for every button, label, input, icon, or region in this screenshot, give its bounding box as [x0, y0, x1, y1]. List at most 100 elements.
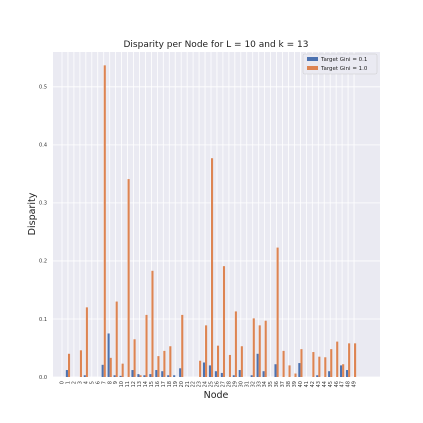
- bar-gini-0-1-node-15: [149, 374, 152, 377]
- bar-gini-1-0-node-45: [330, 349, 333, 377]
- x-tick-label: 8: [107, 381, 113, 384]
- x-tick-label: 21: [185, 381, 191, 387]
- x-tick-label: 24: [203, 381, 209, 387]
- x-tick-label: 16: [155, 381, 161, 387]
- x-tick-label: 27: [221, 381, 227, 387]
- x-tick-label: 40: [298, 381, 304, 387]
- bar-gini-1-0-node-18: [169, 346, 172, 377]
- x-tick-label: 3: [77, 381, 83, 384]
- y-tick-label: 0.0: [39, 375, 47, 381]
- x-tick-label: 34: [262, 381, 268, 387]
- bar-gini-0-1-node-12: [131, 370, 134, 377]
- bar-gini-1-0-node-32: [252, 318, 255, 377]
- x-tick-label: 0: [60, 381, 66, 384]
- x-tick-label: 29: [232, 381, 238, 387]
- bar-gini-1-0-node-39: [294, 373, 297, 377]
- bar-gini-0-1-node-40: [298, 363, 301, 377]
- x-tick-label: 26: [215, 381, 221, 387]
- bar-gini-0-1-node-20: [179, 368, 182, 377]
- bar-gini-1-0-node-13: [139, 375, 142, 377]
- bar-gini-0-1-node-13: [137, 374, 140, 377]
- x-tick-label: 37: [280, 381, 286, 387]
- bar-gini-1-0-node-37: [282, 350, 285, 377]
- x-tick-label: 48: [346, 381, 352, 387]
- bar-gini-1-0-node-38: [288, 365, 291, 377]
- bar-gini-1-0-node-42: [312, 352, 315, 377]
- bar-gini-0-1-node-29: [232, 375, 235, 377]
- bar-gini-1-0-node-43: [318, 356, 321, 377]
- x-tick-label: 33: [256, 381, 262, 387]
- bar-gini-0-1-node-8: [107, 333, 110, 377]
- x-tick-label: 4: [83, 381, 89, 384]
- legend-label-gini-1-0: Target Gini = 1.0: [320, 66, 368, 72]
- bar-gini-1-0-node-47: [342, 364, 345, 377]
- bar-gini-1-0-node-28: [228, 354, 231, 377]
- x-tick-label: 36: [274, 381, 280, 387]
- x-axis-label: Node: [204, 390, 229, 401]
- x-tick-label: 6: [95, 381, 101, 384]
- y-axis-label: Disparity: [27, 192, 38, 235]
- x-tick-label: 1: [66, 381, 72, 384]
- bar-gini-1-0-node-26: [216, 345, 220, 377]
- x-tick-label: 47: [340, 381, 346, 387]
- bar-gini-0-1-node-24: [202, 362, 206, 377]
- bar-gini-0-1-node-26: [214, 371, 217, 377]
- bar-gini-0-1-node-32: [250, 375, 253, 377]
- chart-title: Disparity per Node for L = 10 and k = 13: [124, 40, 309, 50]
- bar-gini-0-1-node-43: [316, 375, 319, 377]
- bar-gini-1-0-node-30: [240, 346, 243, 377]
- bar-gini-1-0-node-25: [211, 158, 214, 377]
- legend-swatch-gini-0-1: [307, 57, 318, 61]
- y-tick-label: 0.1: [39, 317, 47, 323]
- x-tick-label: 10: [119, 381, 125, 387]
- bar-gini-0-1-node-9: [113, 375, 116, 377]
- x-tick-label: 12: [131, 381, 137, 387]
- x-tick-label: 43: [316, 381, 322, 387]
- x-tick-label: 45: [328, 381, 334, 387]
- bar-gini-0-1-node-27: [220, 372, 223, 377]
- bar-gini-1-0-node-3: [79, 350, 82, 377]
- bar-gini-1-0-node-16: [157, 356, 160, 377]
- y-tick-label: 0.5: [39, 85, 47, 91]
- bar-gini-1-0-node-40: [300, 349, 303, 377]
- x-tick-label: 44: [322, 381, 328, 387]
- bar-gini-1-0-node-10: [121, 363, 124, 377]
- bar-gini-1-0-node-29: [234, 311, 237, 377]
- bar-gini-0-1-node-10: [119, 375, 122, 377]
- bar-gini-0-1-node-7: [101, 364, 104, 377]
- bar-gini-1-0-node-34: [264, 320, 267, 377]
- x-tick-label: 42: [310, 381, 316, 387]
- x-tick-label: 14: [143, 381, 149, 387]
- bar-gini-1-0-node-27: [222, 266, 226, 377]
- bar-gini-0-1-node-4: [83, 375, 86, 377]
- bar-gini-0-1-node-18: [167, 375, 170, 377]
- bar-gini-1-0-node-14: [145, 314, 148, 377]
- legend: Target Gini = 0.1 Target Gini = 1.0: [302, 53, 378, 75]
- bar-gini-1-0-node-12: [133, 339, 136, 377]
- bar-gini-0-1-node-36: [274, 364, 277, 377]
- bar-gini-1-0-node-44: [324, 357, 327, 377]
- x-tick-label: 28: [226, 381, 232, 387]
- bar-gini-1-0-node-9: [115, 301, 118, 377]
- x-tick-label: 18: [167, 381, 173, 387]
- bar-gini-0-1-node-16: [155, 370, 158, 377]
- bar-gini-1-0-node-15: [151, 270, 154, 377]
- x-tick-label: 25: [209, 381, 215, 387]
- bar-gini-1-0-node-7: [103, 65, 106, 377]
- bar-gini-1-0-node-17: [163, 350, 166, 377]
- x-tick-label: 2: [72, 381, 78, 384]
- bar-gini-1-0-node-36: [276, 247, 279, 377]
- bar-gini-1-0-node-46: [336, 341, 339, 377]
- x-tick-label: 17: [161, 381, 167, 387]
- bar-gini-1-0-node-8: [109, 357, 112, 377]
- x-tick-label: 30: [238, 381, 244, 387]
- bars-group: [65, 65, 357, 377]
- bar-gini-0-1-node-19: [173, 375, 176, 377]
- y-tick-label: 0.3: [39, 201, 47, 207]
- x-tick-label: 39: [292, 381, 298, 387]
- bar-gini-1-0-node-49: [354, 343, 357, 377]
- legend-swatch-gini-1-0: [307, 66, 318, 70]
- x-tick-label: 9: [113, 381, 119, 384]
- y-tick-label: 0.2: [39, 259, 47, 265]
- y-tick-label: 0.4: [39, 143, 47, 149]
